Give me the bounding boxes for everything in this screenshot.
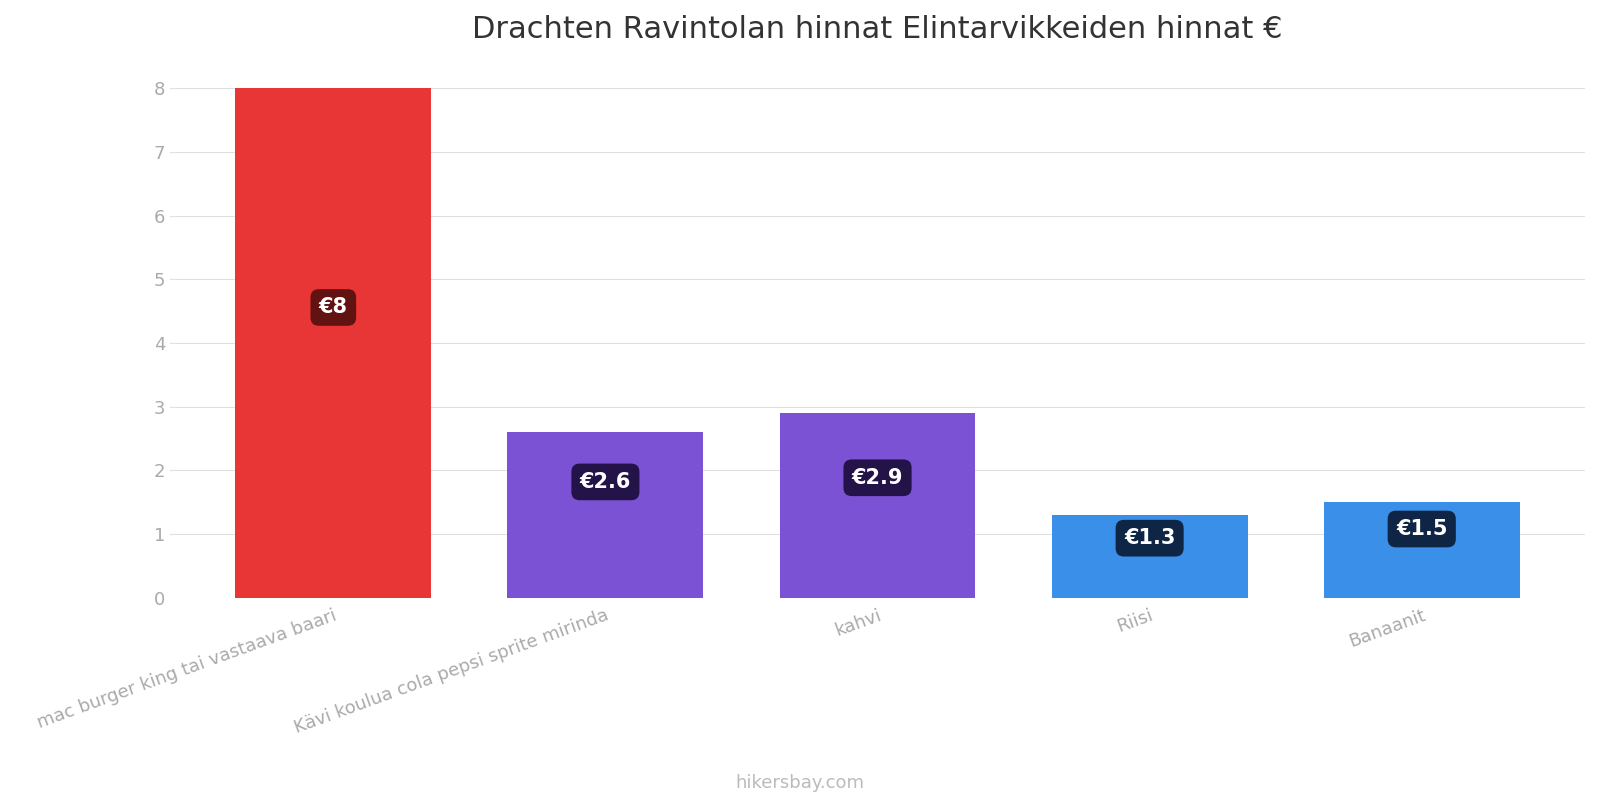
Bar: [235, 89, 432, 598]
Text: €8: €8: [318, 298, 347, 318]
Title: Drachten Ravintolan hinnat Elintarvikkeiden hinnat €: Drachten Ravintolan hinnat Elintarvikkei…: [472, 15, 1283, 44]
Text: €2.6: €2.6: [579, 472, 630, 492]
Bar: [1051, 515, 1248, 598]
Text: hikersbay.com: hikersbay.com: [736, 774, 864, 792]
Text: €1.3: €1.3: [1123, 528, 1176, 548]
Text: €1.5: €1.5: [1395, 519, 1448, 539]
Bar: [779, 413, 976, 598]
Bar: [1323, 502, 1520, 598]
Bar: [507, 432, 704, 598]
Text: €2.9: €2.9: [851, 468, 904, 488]
